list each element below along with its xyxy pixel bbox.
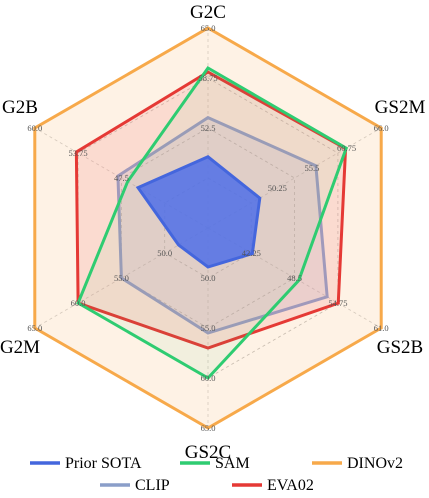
axis-label-gs2c: GS2C bbox=[185, 442, 231, 463]
tick-label-gs2b-2: 48.5 bbox=[287, 273, 302, 283]
tick-label-g2m-1: 50.0 bbox=[157, 248, 172, 258]
tick-label-g2c-3: 65.0 bbox=[201, 23, 216, 33]
radar-tick-labels: 52.5 58.75 65.0 50.25 55.5 60.75 66.0 42.25 48.5… bbox=[27, 23, 388, 433]
axis-label-gs2m: GS2M bbox=[375, 97, 426, 118]
axis-label-g2m: G2M bbox=[0, 337, 40, 358]
series-prior-sota bbox=[135, 155, 262, 269]
chart-legend: Prior SOTA SAM DINOv2 CLIP EVA02 bbox=[30, 455, 403, 494]
tick-label-g2b-1: 47.5 bbox=[114, 173, 129, 183]
tick-label-g2c-1: 52.5 bbox=[201, 123, 216, 133]
tick-label-gs2m-1: 50.25 bbox=[268, 183, 287, 193]
tick-label-g2m-3: 60.0 bbox=[71, 298, 86, 308]
legend-label-eva02: EVA02 bbox=[267, 477, 314, 494]
grid-ring-2 bbox=[120, 127, 296, 329]
axis-label-gs2b: GS2B bbox=[377, 337, 423, 358]
legend-label-prior-sota: Prior SOTA bbox=[65, 455, 142, 472]
tick-label-gs2c-2: 55.0 bbox=[201, 323, 216, 333]
tick-label-gs2c-4: 65.0 bbox=[201, 423, 216, 433]
tick-label-gs2b-4: 61.0 bbox=[374, 323, 389, 333]
legend-label-dinov2: DINOv2 bbox=[347, 455, 403, 472]
axis-label-g2c: G2C bbox=[190, 2, 226, 23]
legend-label-sam: SAM bbox=[215, 455, 250, 472]
radar-series bbox=[33, 26, 383, 430]
tick-label-gs2b-1: 42.25 bbox=[242, 248, 261, 258]
tick-label-gs2c-1: 50.0 bbox=[201, 273, 216, 283]
radar-axis-labels: G2C GS2M GS2B GS2C G2M G2B bbox=[0, 2, 425, 463]
tick-label-g2m-4: 65.0 bbox=[27, 323, 42, 333]
tick-label-g2b-3: 60.0 bbox=[27, 123, 42, 133]
tick-label-gs2c-3: 60.0 bbox=[201, 373, 216, 383]
legend-label-clip: CLIP bbox=[135, 477, 170, 494]
axis-label-g2b: G2B bbox=[2, 97, 38, 118]
tick-label-gs2b-3: 54.75 bbox=[328, 298, 347, 308]
tick-label-g2c-2: 58.75 bbox=[198, 73, 217, 83]
tick-label-g2m-2: 55.0 bbox=[114, 273, 129, 283]
tick-label-gs2m-4: 66.0 bbox=[374, 123, 389, 133]
tick-label-gs2m-3: 60.75 bbox=[337, 143, 356, 153]
tick-label-g2b-2: 53.75 bbox=[69, 148, 88, 158]
tick-label-gs2m-2: 55.5 bbox=[304, 163, 319, 173]
